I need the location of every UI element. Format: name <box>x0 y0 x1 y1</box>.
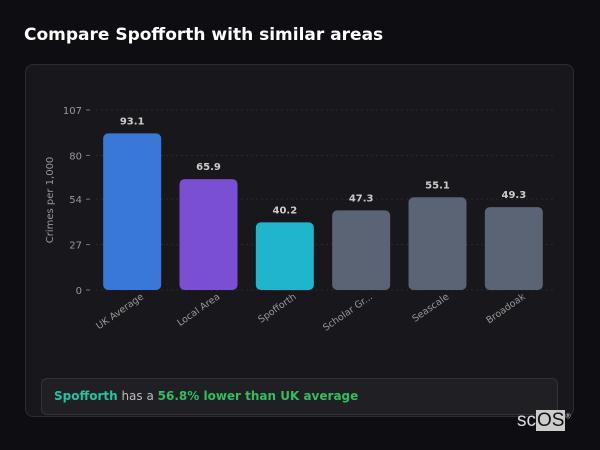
value-label: 49.3 <box>501 190 526 201</box>
value-label: 40.2 <box>272 205 297 216</box>
bar[interactable] <box>179 179 238 290</box>
x-tick-label: Broadoak <box>484 291 528 326</box>
bar[interactable] <box>332 210 391 290</box>
summary-box: Spofforth has a 56.8% lower than UK aver… <box>41 378 558 415</box>
x-tick-label: Spofforth <box>256 291 298 325</box>
y-tick-label: 54 <box>69 195 82 206</box>
y-tick-label: 27 <box>69 241 82 252</box>
bar[interactable] <box>408 197 467 290</box>
y-tick-label: 80 <box>69 151 82 162</box>
bar[interactable] <box>255 222 314 290</box>
x-tick-label: Local Area <box>175 291 222 328</box>
y-tick-label: 0 <box>76 286 82 297</box>
summary-text: has a <box>117 389 158 403</box>
summary-highlight: 56.8% lower than UK average <box>157 389 359 403</box>
y-axis-label: Crimes per 1,000 <box>45 157 56 244</box>
y-tick-label: 107 <box>63 106 82 117</box>
page-title: Compare Spofforth with similar areas <box>24 25 384 45</box>
x-tick-label: Scholar Gr... <box>321 291 375 333</box>
bar[interactable] <box>484 207 543 290</box>
value-label: 47.3 <box>349 193 374 204</box>
x-tick-label: Seascale <box>410 291 451 324</box>
value-label: 65.9 <box>196 162 221 173</box>
summary-area: Spofforth <box>54 389 118 403</box>
bar[interactable] <box>103 133 162 290</box>
value-label: 55.1 <box>425 180 450 191</box>
x-tick-label: UK Average <box>94 291 146 332</box>
value-label: 93.1 <box>120 116 145 127</box>
scos-logo: scOS® <box>517 410 571 431</box>
